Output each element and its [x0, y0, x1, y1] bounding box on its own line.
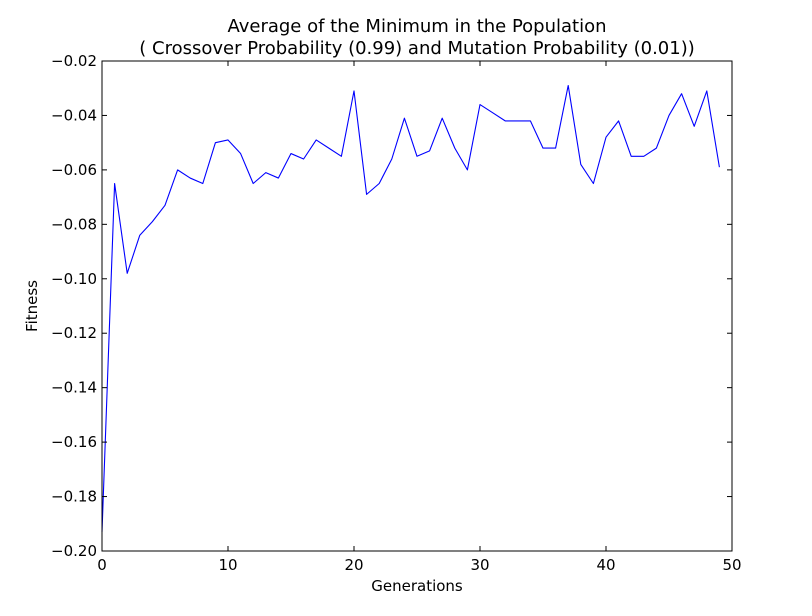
x-tick-label: 20	[344, 556, 363, 574]
y-tick-label: −0.02	[51, 52, 97, 70]
y-tick-label: −0.06	[51, 161, 97, 179]
x-tick-label: 10	[218, 556, 237, 574]
y-tick-label: −0.14	[51, 379, 97, 397]
y-tick-label: −0.12	[51, 324, 97, 342]
plot-background	[102, 61, 732, 551]
plot-area	[101, 60, 733, 552]
series-group	[101, 84, 720, 532]
y-tick-label: −0.18	[51, 488, 97, 506]
plot-frame	[101, 60, 733, 552]
x-axis-label: Generations	[371, 577, 463, 595]
y-tick-label: −0.04	[51, 106, 97, 124]
y-axis-label: Fitness	[23, 280, 41, 332]
x-tick-label: 40	[596, 556, 615, 574]
x-tick-label: 0	[97, 556, 107, 574]
y-axis: −0.20 −0.18 −0.16 −0.14 −0.12 −0.10 −0.08 −0.06…	[51, 52, 732, 560]
chart-title: Average of the Minimum in the Population	[227, 16, 606, 37]
y-tick-label: −0.10	[51, 270, 97, 288]
x-axis: 0 10 20 30 40 50	[97, 61, 742, 574]
y-tick-label: −0.16	[51, 433, 97, 451]
x-tick-label: 30	[470, 556, 489, 574]
y-tick-label: −0.08	[51, 215, 97, 233]
chart-subtitle: ( Crossover Probability (0.99) and Mutat…	[139, 38, 695, 59]
y-tick-label: −0.20	[51, 542, 97, 560]
series-line-0	[101, 84, 720, 532]
x-tick-label: 50	[722, 556, 741, 574]
